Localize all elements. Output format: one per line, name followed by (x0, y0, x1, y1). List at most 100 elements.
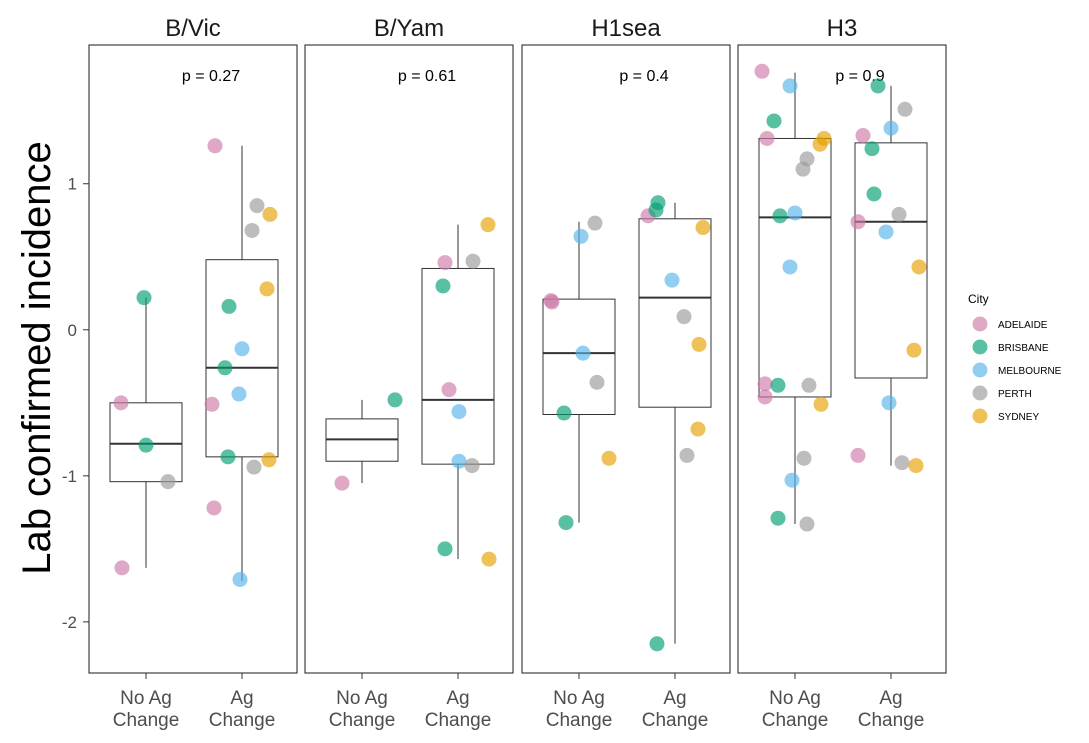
data-point-melbourne (878, 224, 894, 240)
x-tick-label: Ag Change (642, 688, 709, 731)
panel-title: H3 (827, 15, 858, 42)
x-tick-label: Ag Change (209, 688, 276, 731)
data-point-melbourne (451, 453, 467, 469)
x-tick-label: No Ag Change (546, 688, 613, 731)
data-point-melbourne (234, 341, 250, 357)
data-point-melbourne (575, 345, 591, 361)
box-ag-change (638, 202, 712, 644)
data-point-sydney (601, 450, 617, 466)
data-point-perth (891, 206, 907, 222)
data-point-perth (897, 101, 913, 117)
data-point-melbourne (451, 404, 467, 420)
data-point-perth (246, 459, 262, 475)
p-value-label: p = 0.27 (182, 68, 240, 85)
p-value-label: p = 0.61 (398, 68, 456, 85)
x-tick-label: No Ag Change (329, 688, 396, 731)
data-point-brisbane (866, 186, 882, 202)
data-point-perth (249, 198, 265, 214)
data-point-perth (799, 516, 815, 532)
y-tick-label: 1 (68, 175, 77, 194)
legend-label-melbourne: MELBOURNE (998, 366, 1062, 377)
data-point-brisbane (556, 405, 572, 421)
y-tick-label: -2 (62, 613, 77, 632)
data-point-adelaide (114, 560, 130, 576)
data-point-melbourne (787, 205, 803, 221)
data-point-brisbane (772, 208, 788, 224)
data-point-sydney (812, 136, 828, 152)
data-point-adelaide (757, 376, 773, 392)
data-point-sydney (906, 342, 922, 358)
data-point-perth (587, 215, 603, 231)
y-axis-title: Lab confirmed incidence (15, 141, 59, 575)
legend-swatch-brisbane (972, 339, 988, 355)
panel-frame (88, 44, 298, 674)
data-point-sydney (259, 281, 275, 297)
data-point-melbourne (782, 78, 798, 94)
data-point-brisbane (770, 377, 786, 393)
data-point-melbourne (232, 572, 248, 588)
data-point-adelaide (207, 138, 223, 154)
data-point-sydney (481, 551, 497, 567)
data-point-melbourne (782, 259, 798, 275)
data-point-melbourne (881, 395, 897, 411)
data-point-sydney (261, 452, 277, 468)
y-tick-label: -1 (62, 467, 77, 486)
data-point-brisbane (558, 515, 574, 531)
p-value-label: p = 0.9 (835, 68, 884, 85)
data-point-perth (801, 377, 817, 393)
data-point-brisbane (650, 195, 666, 211)
iqr-box (542, 298, 616, 415)
data-point-sydney (262, 206, 278, 222)
data-point-sydney (695, 220, 711, 236)
data-point-sydney (813, 396, 829, 412)
panel-b-yam: B/Yam p = 0.61 No Ag Change Ag Change (304, 15, 514, 731)
data-point-sydney (908, 458, 924, 474)
data-point-sydney (911, 259, 927, 275)
data-point-brisbane (220, 449, 236, 465)
data-point-brisbane (649, 636, 665, 652)
legend-label-brisbane: BRISBANE (998, 343, 1049, 354)
data-point-perth (589, 374, 605, 390)
data-point-melbourne (784, 472, 800, 488)
legend-swatch-sydney (972, 408, 988, 424)
data-point-brisbane (864, 141, 880, 157)
box-no-ag-change (325, 399, 399, 484)
x-tick-label: No Ag Change (113, 688, 180, 731)
legend-label-adelaide: ADELAIDE (998, 320, 1048, 331)
data-point-brisbane (217, 360, 233, 376)
data-point-sydney (480, 217, 496, 233)
data-point-adelaide (206, 500, 222, 516)
data-point-brisbane (870, 78, 886, 94)
panel-title: H1sea (591, 15, 661, 42)
data-point-perth (464, 458, 480, 474)
data-point-perth (796, 450, 812, 466)
data-point-perth (676, 309, 692, 325)
data-point-brisbane (138, 437, 154, 453)
data-point-adelaide (850, 214, 866, 230)
legend: City ADELAIDE BRISBANE MELBOURNE PERTH SYDNEY (968, 292, 1062, 424)
data-point-perth (894, 455, 910, 471)
legend-swatch-adelaide (972, 316, 988, 332)
data-point-adelaide (204, 396, 220, 412)
panel-title: B/Vic (165, 15, 221, 42)
data-point-adelaide (759, 130, 775, 146)
legend-label-sydney: SYDNEY (998, 412, 1039, 423)
legend-swatch-perth (972, 385, 988, 401)
data-point-melbourne (231, 386, 247, 402)
data-point-adelaide (757, 389, 773, 405)
legend-swatch-melbourne (972, 362, 988, 378)
data-point-brisbane (770, 510, 786, 526)
data-point-perth (160, 474, 176, 490)
legend-label-perth: PERTH (998, 389, 1032, 400)
data-point-adelaide (544, 294, 560, 310)
panel-title: B/Yam (374, 15, 444, 42)
data-point-brisbane (766, 113, 782, 129)
y-tick-label: 0 (68, 321, 77, 340)
iqr-box (758, 137, 832, 398)
data-point-adelaide (850, 447, 866, 463)
iqr-box (205, 259, 279, 458)
data-point-melbourne (664, 272, 680, 288)
panel-h3: H3 p = 0.9 No Ag Change Ag Change (737, 15, 947, 731)
y-axis: -2 -1 0 1 (62, 175, 89, 632)
